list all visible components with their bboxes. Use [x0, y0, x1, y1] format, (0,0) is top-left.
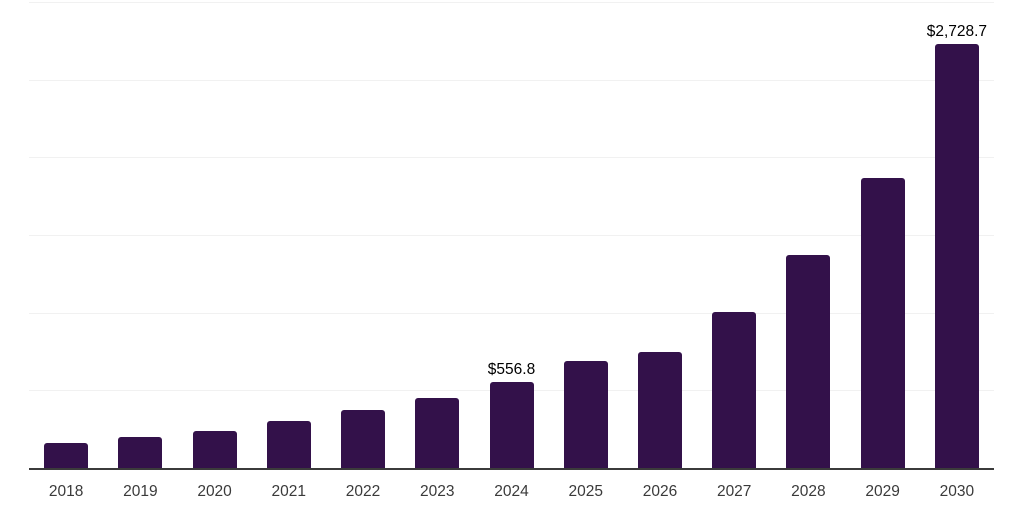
- gridline-1500: [29, 235, 994, 236]
- x-axis: 2018 2019 2020 2021 2022 2023 2024 2025 2026 2027…: [29, 482, 994, 502]
- bar-2026: [637, 352, 682, 468]
- x-tick-2022: 2022: [345, 483, 381, 500]
- bar-2023: [415, 397, 460, 468]
- gridline-3000: [29, 2, 994, 3]
- bar-2030: [934, 44, 979, 468]
- bar-2021: [266, 421, 311, 468]
- bar-2028: [786, 254, 831, 468]
- bar-2022: [341, 410, 386, 468]
- x-tick-2023: 2023: [420, 483, 455, 500]
- x-tick-2019: 2019: [123, 483, 158, 500]
- x-tick-2024: 2024: [494, 483, 529, 500]
- bar-2018: [44, 443, 89, 468]
- gridline-1000: [29, 312, 994, 314]
- x-tick-2029: 2029: [865, 483, 900, 500]
- bar-2025: [563, 360, 608, 468]
- x-tick-2030: 2030: [939, 483, 975, 500]
- x-tick-2018: 2018: [48, 483, 84, 500]
- x-tick-2021: 2021: [271, 483, 307, 500]
- bar-2029: [860, 177, 905, 468]
- plot-area: $556.8 $2,728.7: [29, 0, 994, 470]
- value-label-2024: $556.8: [487, 360, 536, 378]
- bar-2027: [712, 311, 757, 468]
- x-tick-2020: 2020: [197, 483, 232, 500]
- x-axis-line: [29, 468, 994, 470]
- gridline-2500: [29, 79, 994, 81]
- x-tick-2025: 2025: [568, 483, 603, 500]
- x-tick-2027: 2027: [716, 483, 752, 500]
- bar-2024: [489, 381, 534, 468]
- x-tick-2026: 2026: [642, 483, 678, 500]
- gridline-2000: [29, 157, 994, 159]
- bar-2019: [118, 436, 163, 468]
- bar-2020: [192, 430, 237, 468]
- value-label-2030: $2,728.7: [926, 23, 988, 41]
- x-tick-2028: 2028: [791, 483, 826, 500]
